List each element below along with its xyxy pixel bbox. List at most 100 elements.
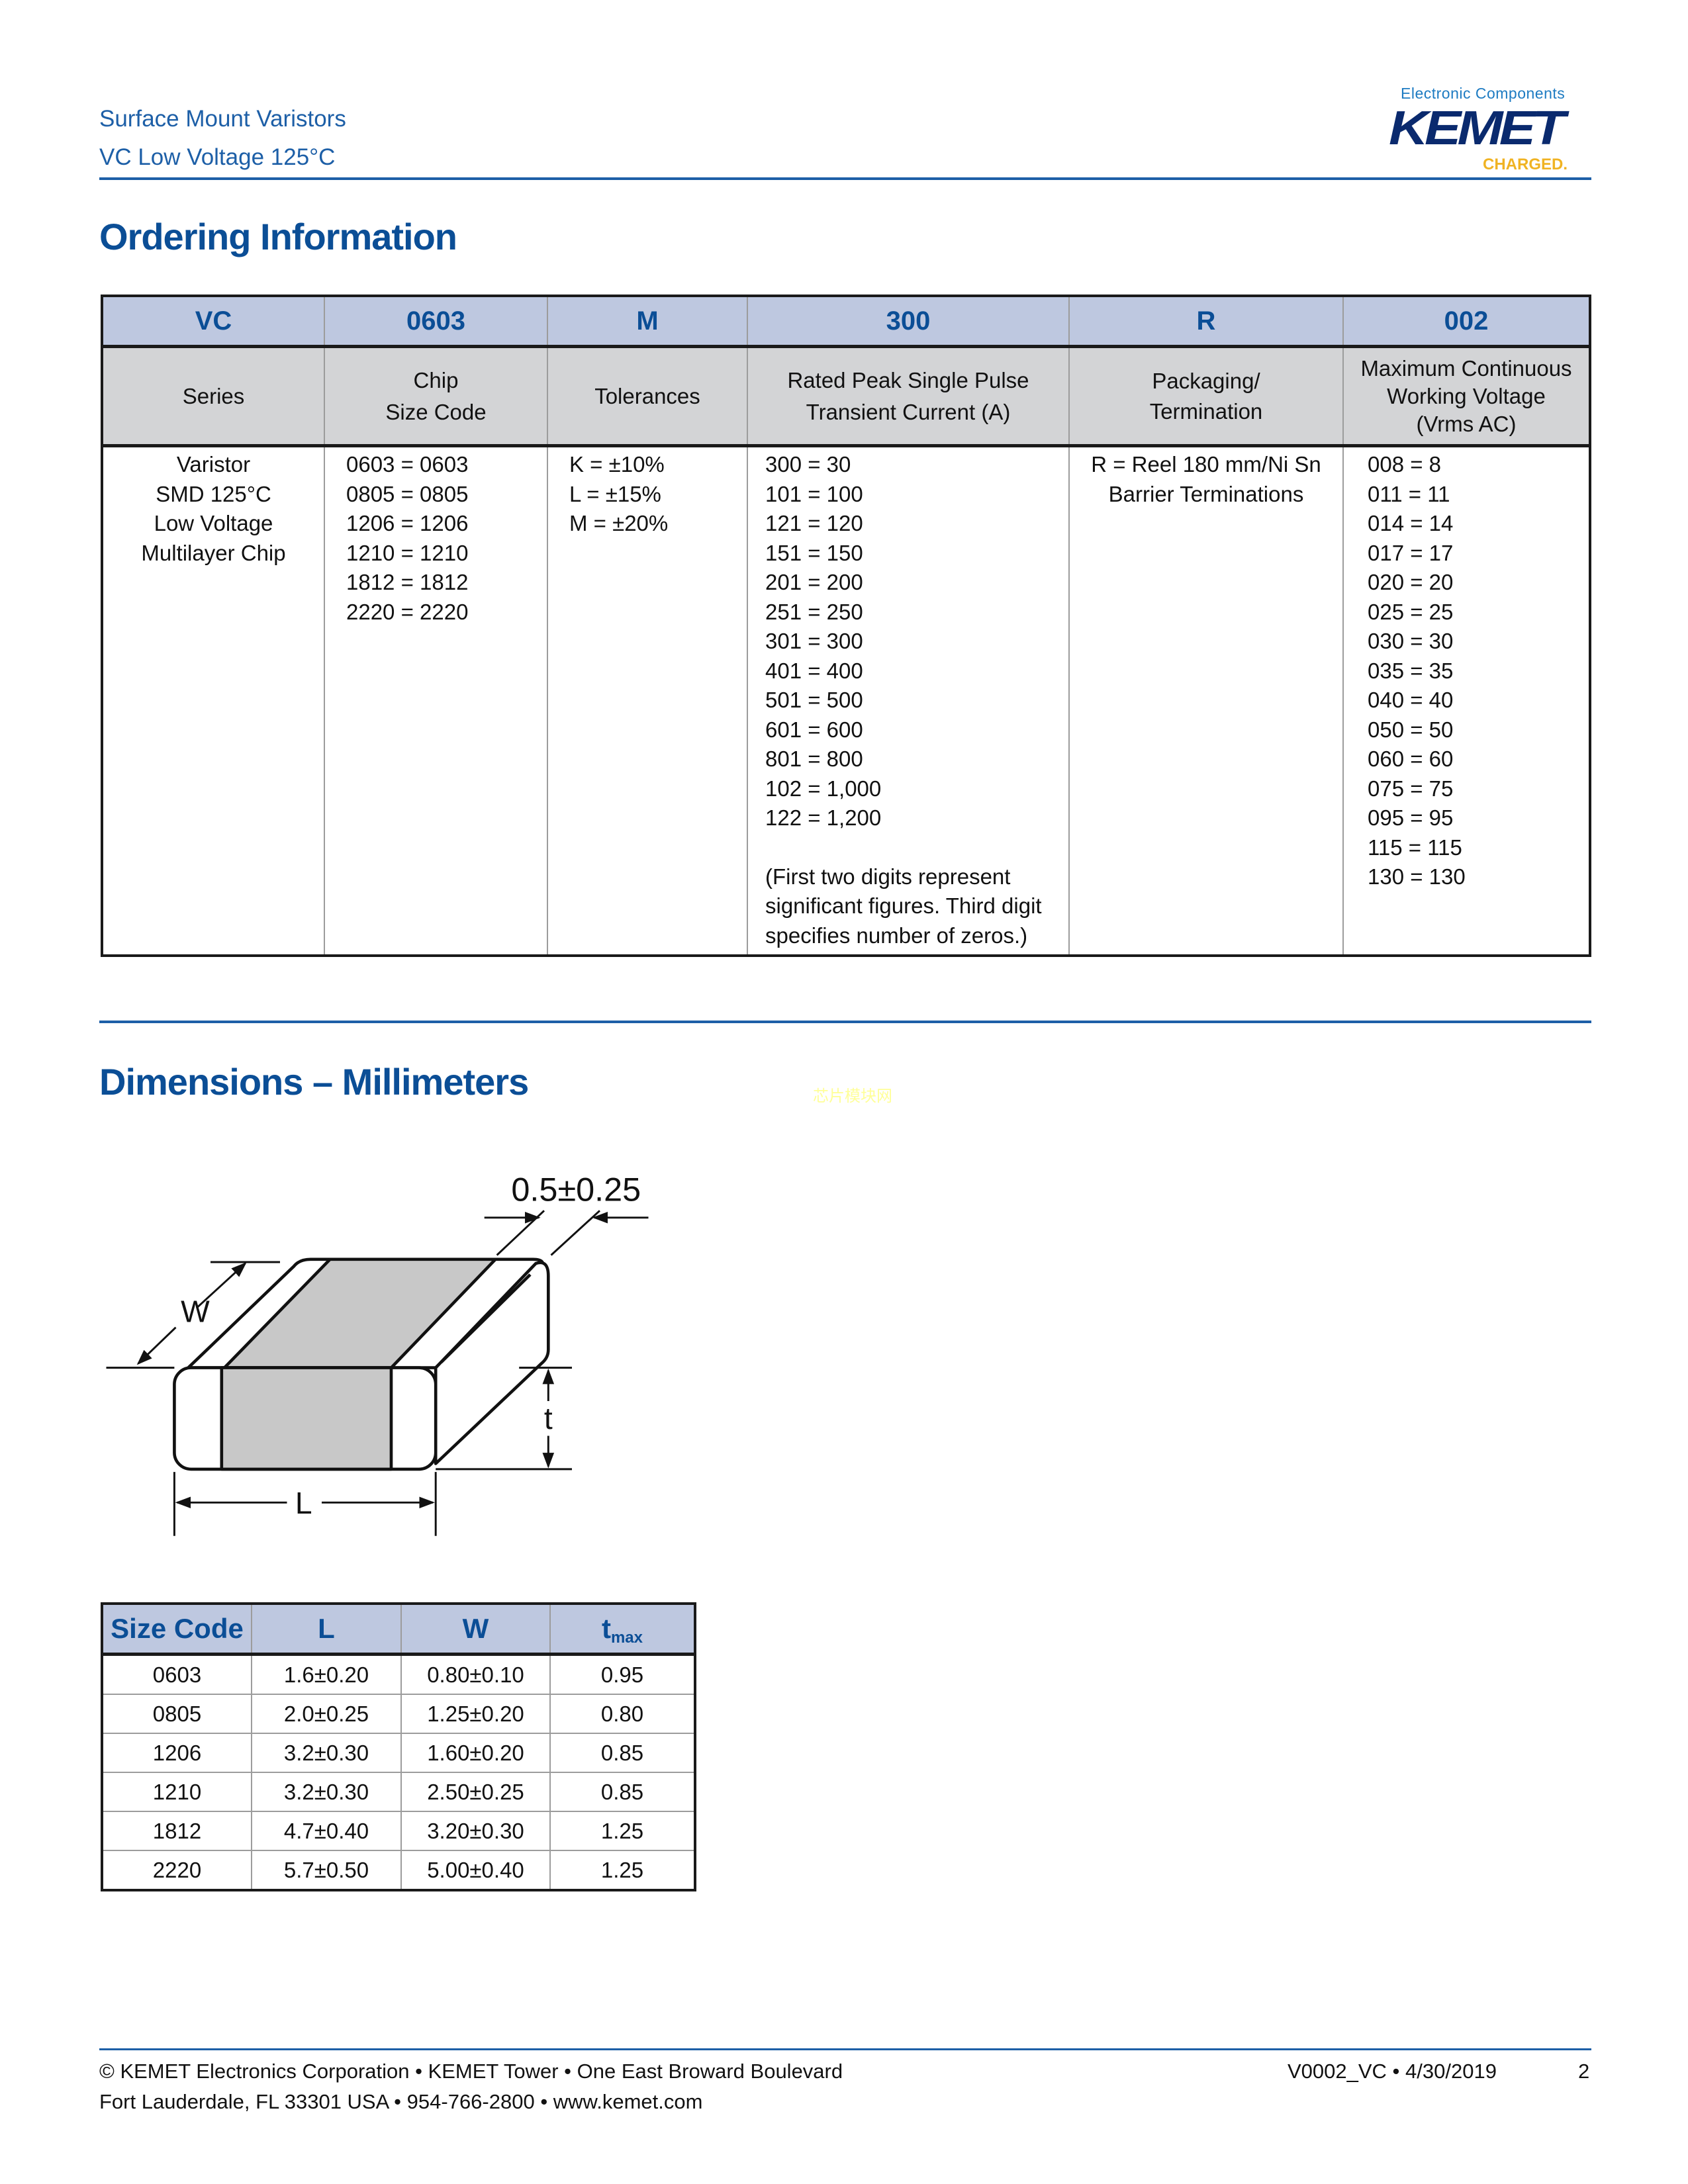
length-cell: 5.7±0.50: [252, 1851, 402, 1889]
length-cell: 3.2±0.30: [252, 1734, 402, 1772]
width-cell: 1.60±0.20: [402, 1734, 551, 1772]
label-line: Transient Current (A): [806, 399, 1011, 424]
thickness-cell: 0.85: [600, 1779, 644, 1804]
header-t-subscript: max: [610, 1629, 643, 1647]
size-code-cell: 1210: [103, 1773, 252, 1811]
current-option: 300 = 30: [765, 452, 851, 477]
current-note-line: specifies number of zeros.): [765, 923, 1028, 948]
tolerance-option: K = ±10%: [569, 452, 665, 477]
dimensions-table-body: 0603 1.6±0.20 0.80±0.10 0.95 0805 2.0±0.25 1.2…: [103, 1656, 694, 1889]
logo-brand: KEMET: [1389, 102, 1566, 155]
dimensions-table: Size Code L W t max 0603 1.6±0.20 0.80±0.10…: [101, 1602, 696, 1891]
code-tolerance: M: [548, 297, 748, 345]
footer-address-line2: Fort Lauderdale, FL 33301 USA • 954-766-…: [99, 2090, 703, 2113]
code-packaging: R: [1070, 297, 1344, 345]
band-width-label: 0.5±0.25: [511, 1171, 641, 1208]
w-label: W: [181, 1294, 210, 1328]
thickness-cell: 0.80: [600, 1701, 644, 1726]
length-cell: 3.2±0.30: [252, 1773, 402, 1811]
dimensions-header-row: Size Code L W t max: [103, 1605, 694, 1656]
label-line: Chip: [413, 367, 459, 392]
size-code-cell: 2220: [103, 1851, 252, 1889]
thickness-cell: 0.85: [600, 1740, 644, 1765]
current-option: 601 = 600: [765, 717, 863, 742]
watermark: 芯片模块网: [813, 1087, 892, 1105]
width-cell: 2.50±0.25: [402, 1773, 551, 1811]
voltage-option: 020 = 20: [1368, 570, 1454, 594]
current-option: 201 = 200: [765, 570, 863, 594]
thickness-cell: 1.25: [600, 1818, 644, 1843]
header-divider: [99, 177, 1591, 180]
label-line: Size Code: [385, 399, 487, 424]
header-tmax: t max: [551, 1605, 694, 1653]
voltage-option: 040 = 40: [1368, 688, 1454, 712]
current-option: 122 = 1,200: [765, 805, 882, 830]
footer-address-line1: © KEMET Electronics Corporation • KEMET …: [99, 2060, 843, 2083]
table-row: 0603 1.6±0.20 0.80±0.10 0.95: [103, 1656, 694, 1694]
size-code-cell: 1812: [103, 1812, 252, 1850]
table-row: 1206 3.2±0.30 1.60±0.20 0.85: [103, 1733, 694, 1772]
dimensions-title: Dimensions – Millimeters: [99, 1061, 529, 1103]
size-code-option-list: 0603 = 0603 0805 = 0805 1206 = 1206 1210 = …: [346, 450, 468, 627]
current-note-line: (First two digits represent: [765, 864, 1011, 889]
label-row: Series Chip Size Code Tolerances Rated Pe…: [103, 348, 1589, 447]
label-line-list: Maximum Continuous Working Voltage (Vrms A…: [1360, 355, 1571, 438]
length-cell: 2.0±0.25: [252, 1695, 402, 1733]
current-option: 401 = 400: [765, 658, 863, 683]
width-cell: 1.25±0.20: [402, 1695, 551, 1733]
size-code-option: 1206 = 1206: [346, 511, 469, 535]
code-current: 300: [748, 297, 1070, 345]
current-option: 101 = 100: [765, 481, 863, 506]
voltage-option: 095 = 95: [1368, 805, 1454, 830]
voltage-option: 075 = 75: [1368, 776, 1454, 801]
voltage-option: 025 = 25: [1368, 599, 1454, 624]
voltage-option: 030 = 30: [1368, 629, 1454, 653]
size-code-cell: 1206: [103, 1734, 252, 1772]
label-line-list: Series: [183, 381, 245, 412]
section-divider: [99, 1021, 1591, 1023]
label-line-list: Packaging/Termination: [1150, 366, 1263, 427]
current-option: 102 = 1,000: [765, 776, 882, 801]
code-size: 0603: [325, 297, 548, 345]
size-code-cell: 0603: [103, 1656, 252, 1694]
size-code-option: 2220 = 2220: [346, 599, 469, 624]
current-option: 301 = 300: [765, 629, 863, 653]
tolerance-option: M = ±20%: [569, 511, 669, 535]
options-row: Varistor SMD 125°C Low Voltage Multilayer C…: [103, 447, 1589, 954]
series-line: Low Voltage: [154, 511, 273, 535]
size-code-option: 0603 = 0603: [346, 452, 469, 477]
voltage-option: 115 = 115: [1368, 835, 1462, 860]
current-note-line-list: (First two digits represent significant f…: [765, 862, 1042, 951]
logo-tagline: Electronic Components: [1401, 85, 1566, 102]
current-option: 501 = 500: [765, 688, 863, 712]
tolerance-option: L = ±15%: [569, 481, 661, 506]
table-row: 1210 3.2±0.30 2.50±0.25 0.85: [103, 1772, 694, 1811]
current-option-list: 300 = 30 101 = 100 121 = 120 151 = 150 201 =…: [765, 450, 1042, 833]
series-line: Multilayer Chip: [141, 540, 286, 565]
current-option: 801 = 800: [765, 747, 863, 771]
logo-slogan: CHARGED.: [1483, 156, 1568, 173]
l-label: L: [295, 1486, 312, 1520]
header-t: t: [601, 1613, 611, 1644]
width-cell: 3.20±0.30: [402, 1812, 551, 1850]
voltage-option-list: 008 = 8 011 = 11 014 = 14 017 = 17 020 = 20 0…: [1368, 450, 1466, 892]
page-number: 2: [1578, 2060, 1590, 2083]
table-row: 0805 2.0±0.25 1.25±0.20 0.80: [103, 1694, 694, 1733]
label-line: (Vrms AC): [1416, 411, 1517, 436]
size-code-cell: 0805: [103, 1695, 252, 1733]
length-cell: 1.6±0.20: [252, 1656, 402, 1694]
header-product-family: Surface Mount Varistors: [99, 106, 346, 132]
tolerance-option-list: K = ±10% L = ±15% M = ±20%: [569, 450, 668, 539]
voltage-option: 017 = 17: [1368, 540, 1454, 565]
chip-dimension-diagram: 0.5±0.25 W t L: [106, 1171, 649, 1536]
thickness-cell: 0.95: [600, 1662, 644, 1687]
voltage-option: 008 = 8: [1368, 452, 1442, 477]
chip-right-face: [434, 1261, 550, 1465]
width-cell: 5.00±0.40: [402, 1851, 551, 1889]
label-line: Rated Peak Single Pulse: [787, 367, 1029, 392]
code-voltage: 002: [1444, 306, 1489, 336]
label-line: Termination: [1149, 398, 1263, 424]
voltage-option: 130 = 130: [1368, 864, 1466, 889]
series-line: SMD 125°C: [156, 481, 271, 506]
current-option: 151 = 150: [765, 540, 863, 565]
